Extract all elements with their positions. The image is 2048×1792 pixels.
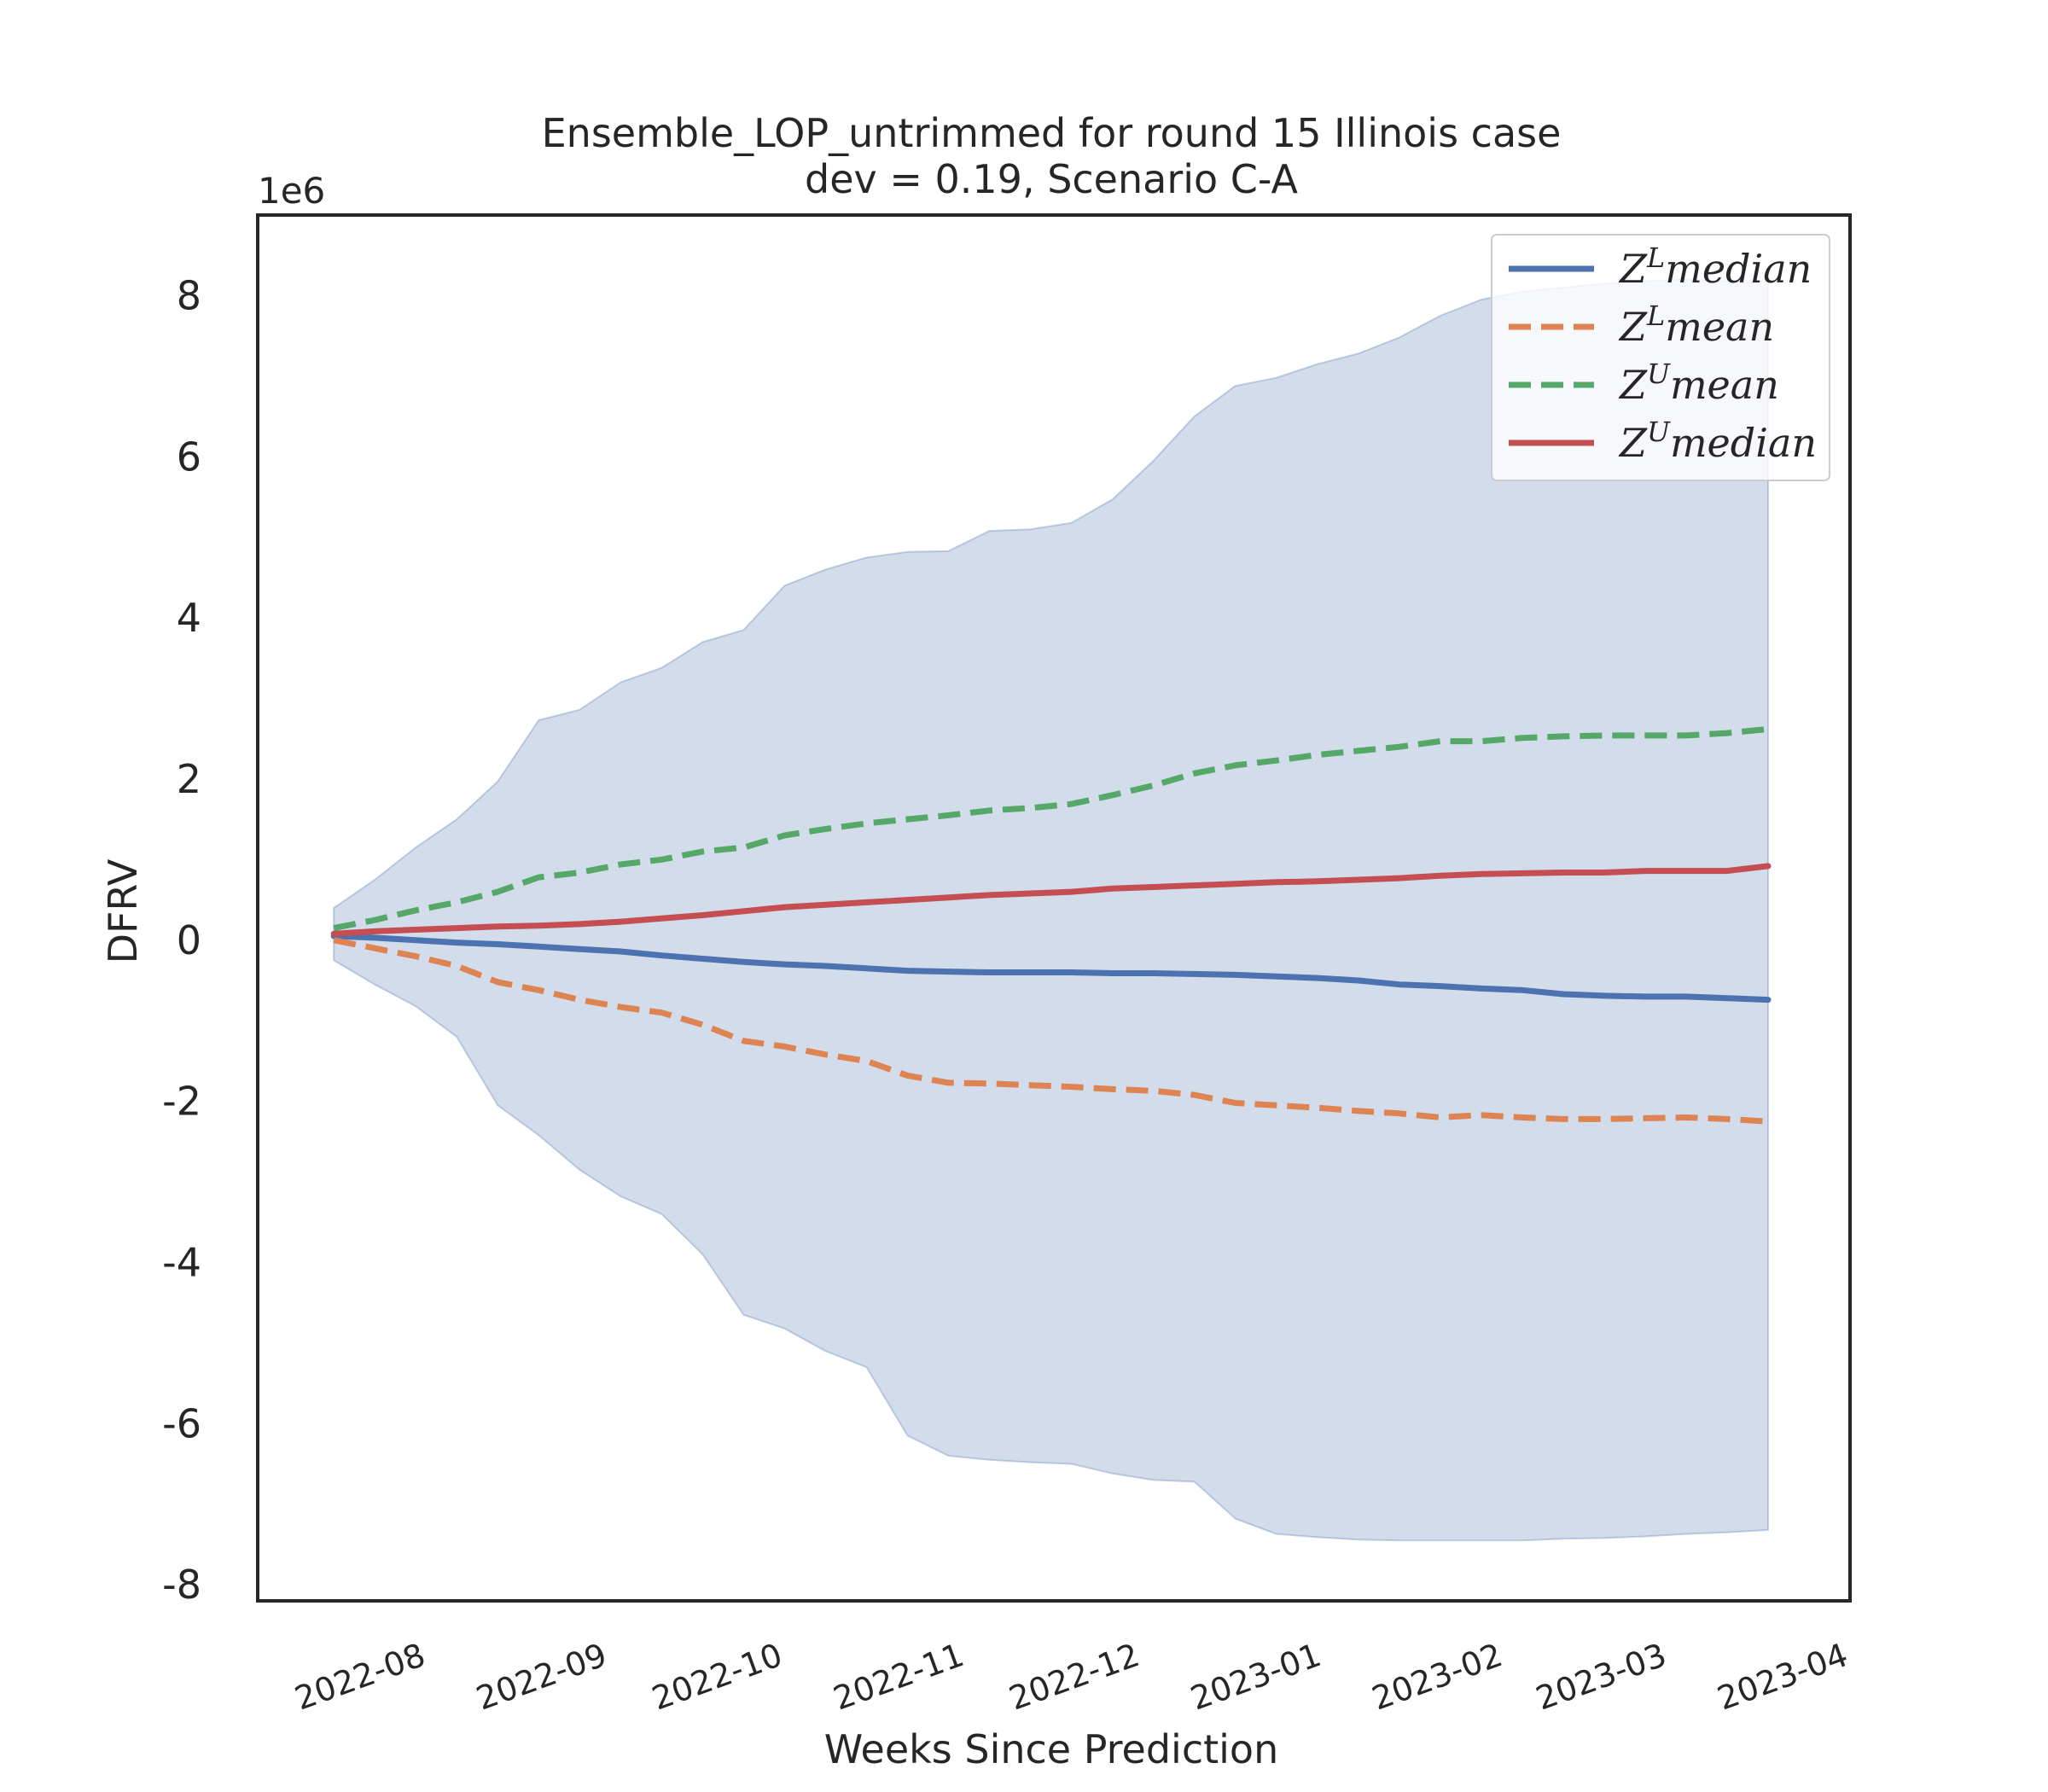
x-tick-label: 2022-08	[290, 1636, 430, 1718]
series-line-3	[333, 725, 1769, 932]
x-tick-label: 2023-03	[1531, 1636, 1671, 1718]
y-tick-label: -8	[162, 1562, 201, 1608]
x-tick-label: 2023-02	[1367, 1636, 1507, 1718]
y-tick-label: 8	[177, 272, 201, 318]
legend-label: ZUmedian	[1618, 416, 1817, 466]
chart-title: Ensemble_LOP_untrimmed for round 15 Illi…	[542, 110, 1562, 156]
x-tick-label: 2022-12	[1004, 1636, 1144, 1718]
confidence-band	[333, 278, 1769, 1542]
legend-box	[1491, 234, 1830, 481]
y-tick-label: 4	[177, 595, 201, 641]
y-tick-label: 6	[177, 433, 201, 480]
x-tick-label: 2022-09	[471, 1636, 611, 1718]
y-tick-label: -2	[162, 1079, 201, 1125]
legend-label: ZLmedian	[1618, 241, 1812, 292]
x-axis-label: Weeks Since Prediction	[824, 1726, 1278, 1772]
y-axis-label: DFRV	[100, 858, 146, 963]
y-axis-ticks: -8 -6 -4 -2 0 2 4 6 8	[162, 272, 201, 1608]
plot-area	[330, 278, 1772, 1542]
series-line-1	[330, 933, 1772, 1004]
legend-label: ZUmean	[1618, 358, 1779, 408]
y-tick-label: 2	[177, 756, 201, 802]
legend-label: ZLmean	[1618, 300, 1774, 350]
x-tick-label: 2023-04	[1713, 1636, 1853, 1718]
axes-frame	[256, 213, 1852, 1603]
series-line-2	[333, 937, 1769, 1125]
x-tick-label: 2023-01	[1185, 1636, 1325, 1718]
series-line-4	[330, 863, 1772, 937]
x-tick-label: 2022-10	[647, 1636, 787, 1718]
y-tick-label: -4	[162, 1239, 201, 1285]
chart-subtitle: dev = 0.19, Scenario C-A	[805, 156, 1298, 202]
y-tick-label: 0	[177, 917, 201, 963]
x-tick-label: 2022-11	[829, 1636, 969, 1718]
y-offset-label: 1e6	[258, 170, 325, 212]
x-axis-ticks: 2022-08 2022-09 2022-10 2022-11 2022-12 2023-…	[290, 1636, 1853, 1718]
legend: ZLmedian ZLmean ZUmean ZUmedian	[1491, 234, 1830, 481]
y-tick-label: -6	[162, 1400, 201, 1446]
